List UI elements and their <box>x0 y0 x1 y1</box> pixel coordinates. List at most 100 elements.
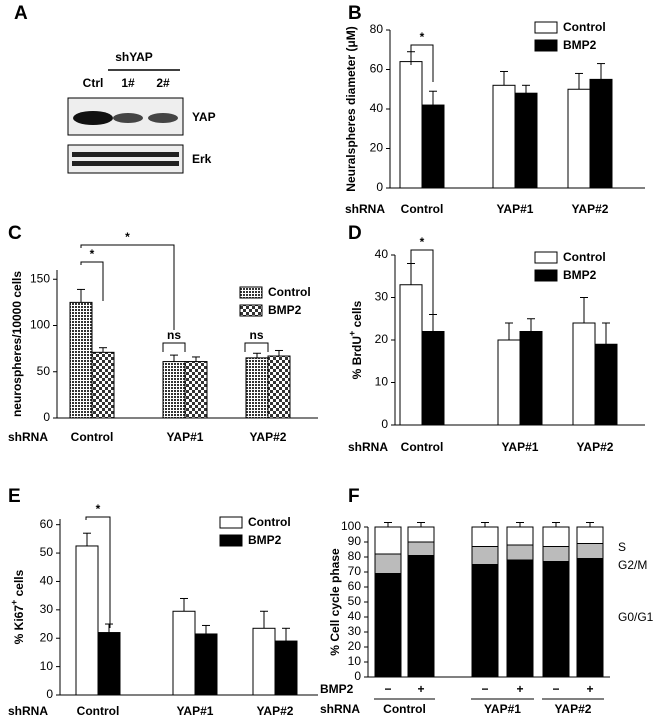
group-label: shYAP <box>115 50 153 64</box>
y-tick-label: 100 <box>341 519 361 533</box>
significance-label: ns <box>167 328 181 342</box>
blot-band <box>72 152 179 157</box>
bar-segment <box>407 526 435 543</box>
y-tick-label: 10 <box>348 654 362 668</box>
x-tick-label: − <box>384 682 391 696</box>
bar-segment <box>576 526 604 544</box>
band-label: YAP <box>192 110 216 124</box>
lane-label: 1# <box>121 76 135 90</box>
legend-label: Control <box>248 515 291 529</box>
bar <box>245 357 269 419</box>
legend-label: G2/M <box>618 558 647 572</box>
y-tick-label: 30 <box>40 602 54 616</box>
y-tick-label: 90 <box>348 534 362 548</box>
group-label: YAP#2 <box>555 702 592 716</box>
legend-label: Control <box>563 250 606 264</box>
significance-label: * <box>96 502 101 516</box>
bar <box>172 610 196 696</box>
panel-letter: D <box>348 223 362 244</box>
legend-swatch <box>534 269 558 282</box>
error-bar <box>481 522 489 527</box>
legend-label: S <box>618 540 626 554</box>
significance-bracket <box>85 516 111 628</box>
y-tick-label: 0 <box>43 410 50 424</box>
x-axis-label: shRNA <box>8 430 48 444</box>
y-axis-label: % Ki67+ cells <box>9 569 26 644</box>
bar <box>194 633 218 696</box>
y-tick-label: 20 <box>375 332 389 346</box>
bar <box>514 92 538 189</box>
row-label: BMP2 <box>320 682 354 696</box>
y-tick-label: 30 <box>348 624 362 638</box>
bar <box>274 640 298 696</box>
x-tick-label: Control <box>401 202 444 216</box>
x-tick-label: YAP#2 <box>572 202 609 216</box>
y-axis-label: Neuralspheres diameter (μM) <box>344 26 358 191</box>
y-axis-label-text: % Ki67 <box>12 605 26 645</box>
chart-panel: C 0 50 100 150 neurospheres/10000 cells shRNA C… <box>8 223 318 444</box>
legend-swatch <box>534 21 558 34</box>
y-axis-label-tail: cells <box>12 569 26 599</box>
blot-band <box>72 161 179 166</box>
y-tick-label: 150 <box>30 271 50 285</box>
y-tick-label: 20 <box>348 639 362 653</box>
y-axis-label-text: % Cell cycle phase <box>328 548 342 656</box>
y-tick-label: 10 <box>375 375 389 389</box>
error-bar <box>552 522 560 527</box>
panel-letter: A <box>14 3 28 24</box>
bar-segment <box>374 573 402 678</box>
legend-swatch <box>239 286 263 299</box>
y-axis-label-tail: cells <box>350 300 364 330</box>
legend-swatch <box>219 534 243 547</box>
x-tick-label: + <box>586 682 593 696</box>
x-tick-label: − <box>481 682 488 696</box>
band-label: Erk <box>192 152 212 166</box>
bar-segment <box>471 526 499 547</box>
bar <box>75 545 99 696</box>
blot-band <box>73 111 113 125</box>
y-axis-label: % BrdU+ cells <box>347 300 364 379</box>
bar-segment <box>374 526 402 555</box>
bar <box>252 627 276 696</box>
error-bar <box>99 347 107 353</box>
legend-label: G0/G1 <box>618 610 653 624</box>
error-bar <box>586 522 594 527</box>
y-tick-label: 40 <box>370 101 384 115</box>
y-tick-label: 30 <box>375 290 389 304</box>
significance-label: * <box>90 247 95 261</box>
error-bar <box>522 84 530 94</box>
error-bar <box>275 349 283 357</box>
x-tick-label: YAP#1 <box>177 704 214 718</box>
error-bar <box>580 297 588 323</box>
y-tick-label: 0 <box>354 669 361 683</box>
x-tick-label: YAP#1 <box>497 202 534 216</box>
x-tick-label: + <box>417 682 424 696</box>
bar <box>69 301 93 419</box>
y-tick-label: 50 <box>37 364 51 378</box>
bar <box>421 331 445 426</box>
chart-panel: E 0 10 20 30 40 50 60 % Ki67+ cells shRNA Control Y… <box>8 486 318 718</box>
legend-swatch <box>534 39 558 52</box>
x-tick-label: + <box>516 682 523 696</box>
bar-segment <box>374 553 402 574</box>
bar <box>567 88 591 189</box>
chart-panel: B 0 20 40 60 80 Neuralspheres diameter (μM) shR… <box>344 3 645 216</box>
error-bar <box>500 70 508 86</box>
x-tick-label: − <box>552 682 559 696</box>
y-tick-label: 10 <box>40 659 54 673</box>
bar <box>267 355 291 419</box>
bar-segment <box>506 544 534 561</box>
y-axis-label-sup: + <box>9 600 19 605</box>
lane-label: Ctrl <box>83 76 104 90</box>
bar <box>184 361 208 419</box>
bar-segment <box>506 526 534 546</box>
y-axis-label-sup: + <box>347 331 357 336</box>
y-axis-label-text: % BrdU <box>350 336 364 379</box>
error-bar <box>407 263 415 285</box>
bar <box>97 632 121 696</box>
panel-letter: F <box>348 486 360 507</box>
bar <box>399 284 423 426</box>
y-axis-label-text: neurospheres/10000 cells <box>10 271 24 417</box>
error-bar <box>253 352 261 358</box>
